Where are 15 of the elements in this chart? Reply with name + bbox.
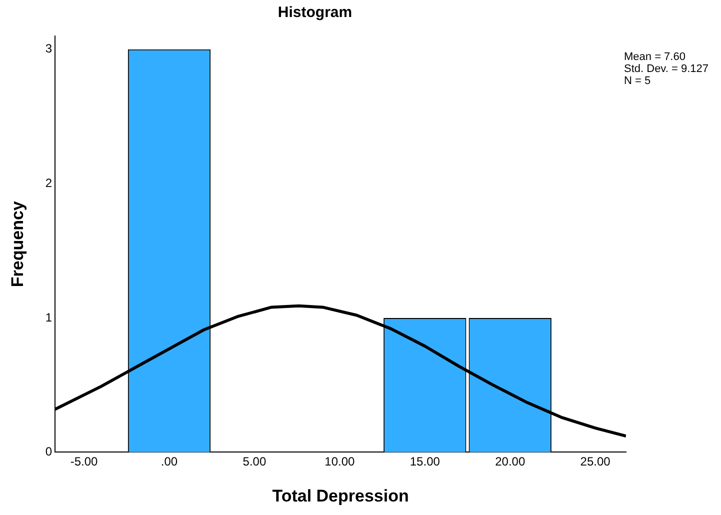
y-axis-title: Frequency <box>8 200 27 288</box>
y-tick-label: 3 <box>45 42 52 56</box>
x-tick-label: 25.00 <box>580 454 611 469</box>
y-tick-label: 0 <box>45 444 52 459</box>
x-tick-label: .00 <box>160 454 178 469</box>
x-tick-label: 10.00 <box>324 454 356 469</box>
x-axis-title: Total Depression <box>272 486 409 506</box>
annotation: Mean = 7.60 Std. Dev. = 9.127 N = 5 <box>624 51 708 87</box>
x-tick-label: 5.00 <box>242 454 266 469</box>
x-tick-label: -5.00 <box>70 454 98 469</box>
y-tick-label: 2 <box>45 176 52 190</box>
y-tick-label: 1 <box>45 310 52 324</box>
x-tick-label: 20.00 <box>495 454 526 469</box>
chart-title: Histogram <box>278 4 352 22</box>
x-tick-label: 15.00 <box>410 454 440 469</box>
